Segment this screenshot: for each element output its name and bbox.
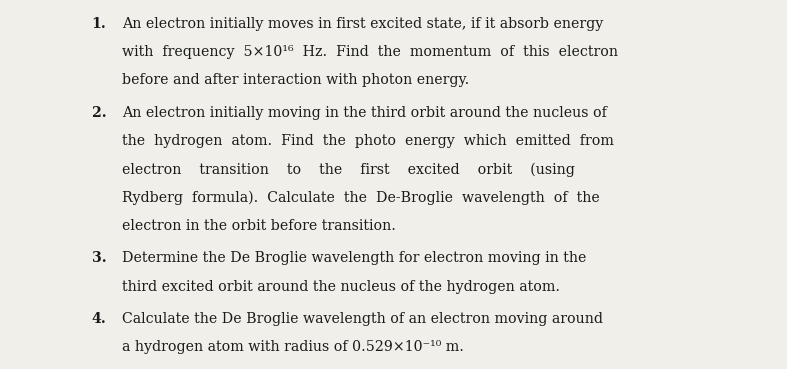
- Text: electron    transition    to    the    first    excited    orbit    (using: electron transition to the first excited…: [122, 162, 575, 177]
- Text: the  hydrogen  atom.  Find  the  photo  energy  which  emitted  from: the hydrogen atom. Find the photo energy…: [122, 134, 614, 148]
- Text: a hydrogen atom with radius of 0.529×10⁻¹⁰ m.: a hydrogen atom with radius of 0.529×10⁻…: [122, 340, 464, 354]
- Text: electron in the orbit before transition.: electron in the orbit before transition.: [122, 219, 396, 233]
- Text: Rydberg  formula).  Calculate  the  De-Broglie  wavelength  of  the: Rydberg formula). Calculate the De-Brogl…: [122, 191, 600, 205]
- Text: 3.: 3.: [91, 251, 106, 265]
- Text: 2.: 2.: [91, 106, 106, 120]
- Text: 4.: 4.: [91, 312, 106, 326]
- Text: before and after interaction with photon energy.: before and after interaction with photon…: [122, 73, 469, 87]
- Text: with  frequency  5×10¹⁶  Hz.  Find  the  momentum  of  this  electron: with frequency 5×10¹⁶ Hz. Find the momen…: [122, 45, 618, 59]
- Text: An electron initially moves in first excited state, if it absorb energy: An electron initially moves in first exc…: [122, 17, 603, 31]
- Text: Determine the De Broglie wavelength for electron moving in the: Determine the De Broglie wavelength for …: [122, 251, 586, 265]
- Text: 1.: 1.: [91, 17, 106, 31]
- Text: third excited orbit around the nucleus of the hydrogen atom.: third excited orbit around the nucleus o…: [122, 280, 560, 294]
- Text: An electron initially moving in the third orbit around the nucleus of: An electron initially moving in the thir…: [122, 106, 607, 120]
- Text: Calculate the De Broglie wavelength of an electron moving around: Calculate the De Broglie wavelength of a…: [122, 312, 603, 326]
